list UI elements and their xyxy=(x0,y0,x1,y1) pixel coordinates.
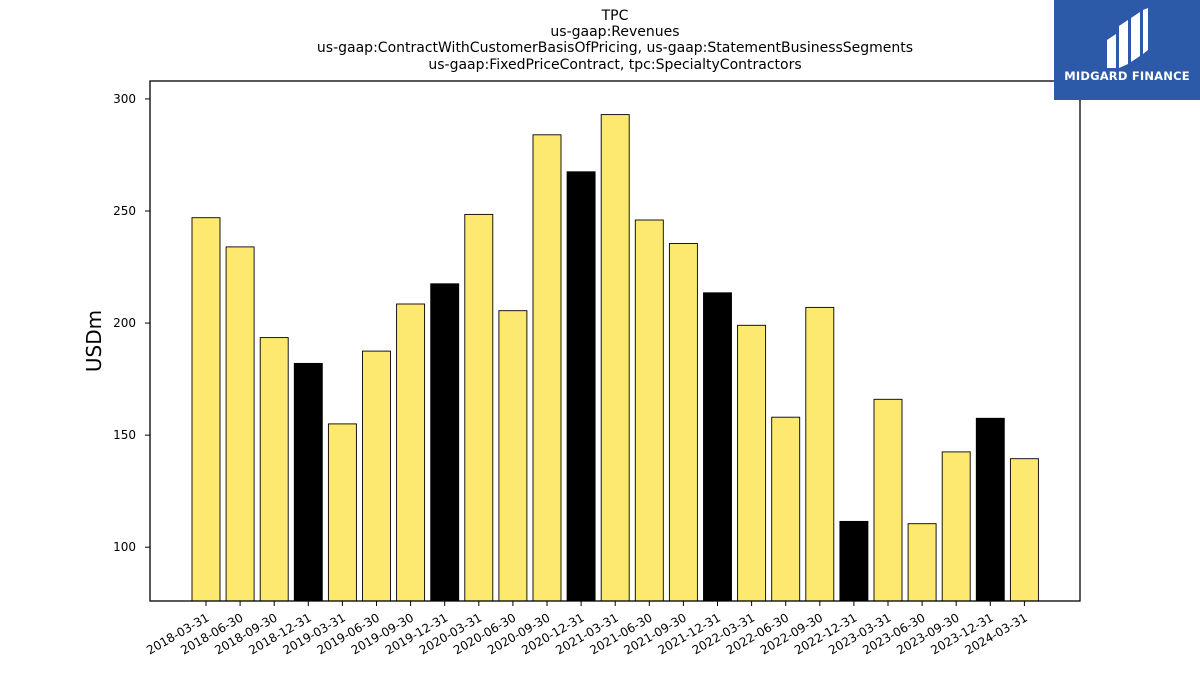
bar-2023-12-31 xyxy=(975,417,1005,602)
bar-2021-09-30 xyxy=(668,243,698,602)
bar-2023-03-31 xyxy=(873,398,903,602)
bar-2019-03-31 xyxy=(327,423,357,602)
y-tick-label: 250 xyxy=(113,204,136,218)
bar-2018-03-31 xyxy=(191,217,221,602)
chart-title: TPC xyxy=(601,8,629,24)
bar-2023-06-30 xyxy=(907,523,937,602)
bar-2019-12-31 xyxy=(430,283,460,602)
midgard-logo-icon xyxy=(1107,8,1148,68)
bar-2021-06-30 xyxy=(634,219,664,602)
chart-subtitle-line-1: us-gaap:Revenues xyxy=(550,24,679,40)
bar-2021-03-31 xyxy=(600,114,630,602)
bar-2022-03-31 xyxy=(737,324,767,602)
bar-2022-06-30 xyxy=(771,416,801,602)
midgard-finance-logo: MIDGARD FINANCE xyxy=(1054,0,1200,100)
bars-group xyxy=(191,114,1039,602)
bar-2022-12-31 xyxy=(839,520,869,602)
plot-frame xyxy=(149,80,1081,602)
y-axis: 100 150 200 250 300 xyxy=(113,92,150,554)
y-tick-label: 100 xyxy=(113,540,136,554)
chart-subtitle-line-2: us-gaap:ContractWithCustomerBasisOfPrici… xyxy=(317,40,913,56)
bar-2020-12-31 xyxy=(566,171,596,602)
bar-2019-06-30 xyxy=(362,350,391,602)
logo-text: MIDGARD FINANCE xyxy=(1064,69,1190,83)
chart-subtitle-line-3: us-gaap:FixedPriceContract, tpc:Specialt… xyxy=(428,57,801,73)
bar-2018-12-31 xyxy=(293,362,323,602)
bar-2020-09-30 xyxy=(532,134,562,602)
y-tick-label: 200 xyxy=(113,316,136,330)
bar-2019-09-30 xyxy=(396,303,426,602)
bar-2023-09-30 xyxy=(941,451,971,602)
bar-2018-06-30 xyxy=(225,246,255,602)
y-tick-label: 150 xyxy=(113,428,136,442)
y-axis-label: USDm xyxy=(82,310,106,372)
chart-titles: TPC us-gaap:Revenues us-gaap:ContractWit… xyxy=(317,8,913,73)
x-axis: 2018-03-312018-06-302018-09-302018-12-31… xyxy=(144,601,1030,657)
bar-2020-03-31 xyxy=(464,213,494,602)
bar-2022-09-30 xyxy=(805,306,835,602)
bar-2024-03-31 xyxy=(1009,458,1039,602)
bar-2020-06-30 xyxy=(498,310,528,602)
y-tick-label: 300 xyxy=(113,92,136,106)
bar-2021-12-31 xyxy=(703,292,732,602)
bar-2018-09-30 xyxy=(259,337,289,602)
